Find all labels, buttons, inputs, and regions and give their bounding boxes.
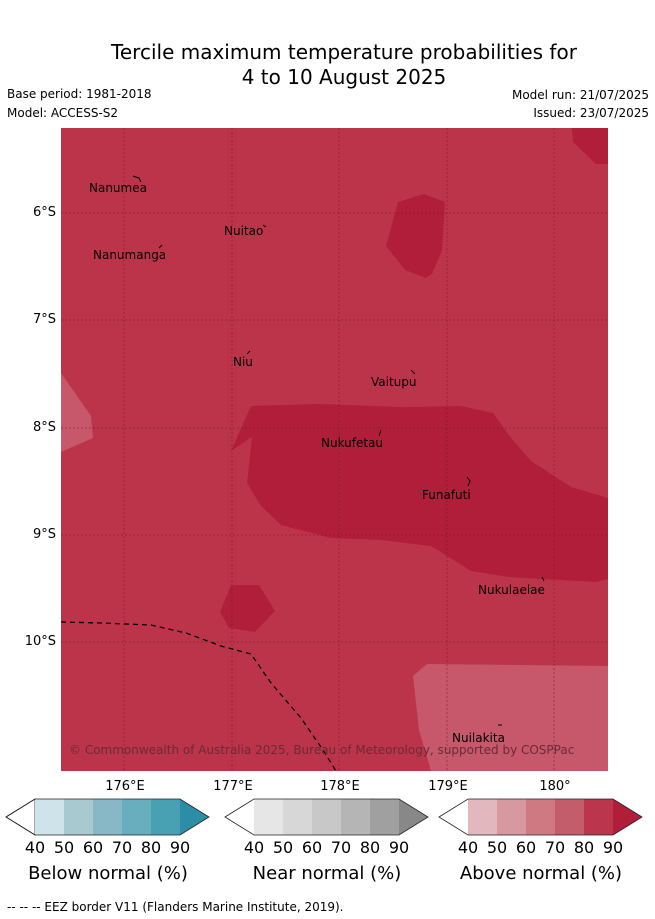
lat-label-7s: 7°S [32, 312, 56, 327]
strong-region-southwest [220, 585, 275, 632]
strong-region-northeast [572, 128, 608, 164]
strong-region-north [386, 194, 445, 278]
place-nuitao: Nuitao [224, 224, 263, 238]
place-nanumanga: Nanumanga [93, 248, 166, 262]
eez-footnote: -- -- -- EEZ border V11 (Flanders Marine… [7, 900, 344, 914]
place-nuilakita: Nuilakita [452, 731, 505, 745]
lon-label-180: 180° [539, 779, 571, 794]
lon-label-178e: 178°E [320, 779, 360, 794]
legend-below-title: Below normal (%) [28, 863, 188, 884]
above-tick: 60 [515, 838, 537, 857]
above-swatch-2 [497, 799, 526, 835]
lon-label-177e: 177°E [213, 779, 253, 794]
map-title: Tercile maximum temperature probabilitie… [0, 40, 655, 90]
lat-label-10s: 10°S [24, 634, 56, 649]
base-period: Base period: 1981-2018 [7, 87, 152, 101]
island-nukulaelae [541, 576, 545, 582]
island-funafuti [466, 476, 471, 487]
legend-below [5, 798, 210, 836]
probability-map: Nanumea Nuitao Nanumanga Niu Vaitupu Nuk… [61, 128, 608, 771]
below-tick: 50 [53, 838, 75, 857]
lat-label-8s: 8°S [32, 420, 56, 435]
legend-above-title: Above normal (%) [459, 863, 623, 884]
legend-near-title: Near normal (%) [252, 863, 402, 884]
near-tick: 40 [243, 838, 265, 857]
near-outline [224, 798, 429, 836]
gridlines [61, 128, 608, 771]
above-tick: 40 [457, 838, 479, 857]
below-tick: 70 [111, 838, 133, 857]
near-tick: 90 [388, 838, 410, 857]
light-region-southeast [413, 664, 608, 771]
below-tick: 60 [82, 838, 104, 857]
title-line-1: Tercile maximum temperature probabilitie… [111, 40, 577, 64]
above-swatch-3 [526, 799, 555, 835]
near-tick: 80 [359, 838, 381, 857]
above-tick: 50 [486, 838, 508, 857]
above-swatch-5 [584, 799, 613, 835]
above-swatch-4 [555, 799, 584, 835]
below-swatch-0 [5, 798, 36, 836]
near-swatch-2 [283, 799, 312, 835]
below-tick: 40 [24, 838, 46, 857]
above-tick: 80 [573, 838, 595, 857]
near-swatch-0 [225, 799, 254, 835]
above-swatch-0 [439, 799, 468, 835]
near-tick: 70 [330, 838, 352, 857]
near-swatch-5 [370, 799, 399, 835]
below-swatch-3 [93, 799, 122, 835]
near-swatch-6 [399, 799, 428, 835]
place-nukulaelae: Nukulaelae [478, 583, 545, 597]
strong-region-central [231, 404, 608, 582]
lat-label-6s: 6°S [32, 205, 56, 220]
legend-above [438, 798, 643, 836]
place-niu: Niu [233, 355, 253, 369]
model-name: Model: ACCESS-S2 [7, 106, 119, 120]
above-swatch-1 [468, 799, 497, 835]
place-vaitupu: Vaitupu [371, 375, 417, 389]
near-swatch-1 [254, 799, 283, 835]
above-outline [438, 798, 643, 836]
below-tick: 80 [140, 838, 162, 857]
island-vaitupu [410, 369, 416, 375]
above-tick: 90 [602, 838, 624, 857]
place-nukufetau: Nukufetau [321, 436, 383, 450]
near-tick: 60 [301, 838, 323, 857]
island-niu [246, 350, 251, 355]
model-run: Model run: 21/07/2025 [511, 88, 649, 102]
near-swatch-3 [312, 799, 341, 835]
near-tick: 50 [272, 838, 294, 857]
lon-label-176e: 176°E [105, 779, 145, 794]
above-swatch-6 [613, 799, 642, 835]
above-tick: 70 [544, 838, 566, 857]
lat-label-9s: 9°S [32, 527, 56, 542]
copyright-credit: © Commonwealth of Australia 2025, Bureau… [69, 743, 574, 757]
below-swatch-5 [151, 799, 180, 835]
islands [132, 175, 545, 726]
island-nukufetau [378, 429, 382, 437]
below-swatch-4 [122, 799, 151, 835]
near-swatch-4 [341, 799, 370, 835]
island-nuitao [262, 224, 267, 228]
legend-near [224, 798, 429, 836]
light-region-west [61, 373, 93, 452]
island-nanumea [132, 175, 142, 183]
below-swatch-1 [35, 799, 64, 835]
lon-label-179e: 179°E [428, 779, 468, 794]
eez-border [61, 621, 337, 771]
title-line-2: 4 to 10 August 2025 [241, 65, 447, 89]
issued-date: Issued: 23/07/2025 [533, 106, 649, 120]
island-nanumanga [158, 244, 163, 249]
below-tick: 90 [169, 838, 191, 857]
below-swatch-6 [180, 799, 209, 835]
below-swatch-2 [64, 799, 93, 835]
place-nanumea: Nanumea [89, 181, 147, 195]
place-funafuti: Funafuti [422, 488, 471, 502]
below-outline [5, 798, 210, 836]
